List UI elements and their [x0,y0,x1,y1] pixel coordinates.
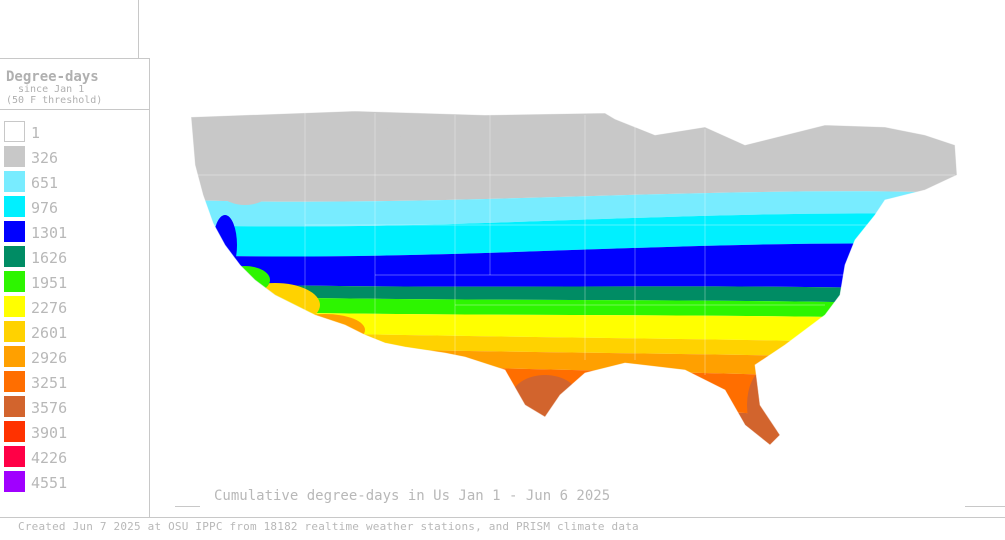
frame-line-bottom [0,517,1005,518]
legend-label: 4551 [31,474,68,492]
legend-swatch [4,371,25,392]
legend-label: 3901 [31,424,68,442]
degree-day-patch [205,125,285,205]
frame-line-bottom-right [965,506,1005,507]
legend-label: 3576 [31,399,68,417]
legend-item: 2601 [4,321,144,343]
legend-swatch [4,446,25,467]
degree-day-band [191,243,957,290]
legend-swatch [4,171,25,192]
degree-day-band [191,191,957,227]
legend-panel: Degree-days since Jan 1 (50 F threshold)… [0,58,150,517]
map-title: Cumulative degree-days in Us Jan 1 - Jun… [214,488,611,504]
us-degree-day-map [185,105,965,450]
legend-item: 326 [4,146,144,168]
us-outline [190,110,958,446]
legend-swatch [4,221,25,242]
legend-swatch [4,196,25,217]
footer-credit: Created Jun 7 2025 at OSU IPPC from 1818… [18,520,639,533]
legend-item: 3576 [4,396,144,418]
legend-swatch [4,421,25,442]
legend-swatch [4,471,25,492]
frame-line-bottom-mid [175,506,200,507]
degree-day-band [191,283,957,305]
state-borders [195,113,955,375]
legend-swatch [4,121,25,142]
legend-subtitle-since: since Jan 1 [18,84,85,95]
legend-item: 3251 [4,371,144,393]
degree-day-patch [265,120,405,170]
legend-subtitle-threshold: (50 F threshold) [6,95,103,106]
legend-title: Degree-days [6,69,99,85]
legend-item: 651 [4,171,144,193]
legend-item: 4226 [4,446,144,468]
degree-day-band [191,330,957,360]
frame-line-top-left [138,0,139,58]
degree-day-patch [510,375,580,425]
degree-day-band [191,310,957,345]
legend-swatch [4,246,25,267]
legend-item: 3901 [4,421,144,443]
legend-item: 4551 [4,471,144,493]
legend-item: 1626 [4,246,144,268]
legend-item: 2926 [4,346,144,368]
legend-label: 976 [31,199,59,217]
legend-label: 2601 [31,324,68,342]
legend-swatch [4,396,25,417]
legend-item: 1301 [4,221,144,243]
map-svg [190,110,958,446]
degree-day-band [191,395,957,445]
legend-label: 326 [31,149,59,167]
legend-label: 1951 [31,274,68,292]
degree-day-patch [230,283,320,327]
legend-label: 2276 [31,299,68,317]
degree-day-band [191,213,957,257]
legend-label: 1 [31,124,41,142]
legend-swatch [4,296,25,317]
legend-item: 2276 [4,296,144,318]
legend-label: 1626 [31,249,68,267]
degree-day-band [191,295,957,320]
legend-swatch [4,346,25,367]
legend-item: 976 [4,196,144,218]
legend-label: 4226 [31,449,68,467]
legend-label: 3251 [31,374,68,392]
degree-day-bands [191,111,957,445]
legend-label: 651 [31,174,59,192]
degree-day-patch [747,370,783,440]
legend-item: 1951 [4,271,144,293]
legend-item: 1 [4,121,144,143]
legend-swatch [4,146,25,167]
legend-label: 1301 [31,224,68,242]
legend-swatch [4,321,25,342]
legend-label: 2926 [31,349,68,367]
legend-swatch [4,271,25,292]
degree-day-patch [285,314,365,346]
legend-divider [0,109,150,110]
